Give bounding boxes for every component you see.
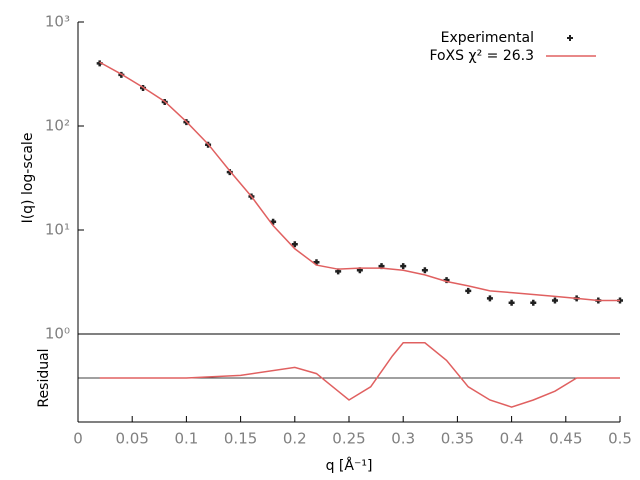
data-point [530, 299, 537, 306]
y-tick-label: 10³ [45, 13, 70, 31]
x-axis-label: q [Å⁻¹] [326, 457, 373, 474]
y-axis-label: I(q) log-scale [20, 133, 36, 224]
x-tick-label: 0.5 [608, 430, 632, 448]
y-tick-label: 10⁰ [45, 325, 70, 343]
x-tick-label: 0.2 [283, 430, 307, 448]
data-point [421, 267, 428, 274]
data-point [465, 287, 472, 294]
x-tick-label: 0.25 [332, 430, 365, 448]
legend-marker [567, 35, 573, 41]
y-tick-label: 10¹ [45, 221, 70, 239]
x-tick-label: 0.4 [500, 430, 524, 448]
x-tick-label: 0 [73, 430, 83, 448]
legend-label: Experimental [441, 30, 534, 46]
x-tick-label: 0.35 [441, 430, 474, 448]
x-tick-label: 0.3 [391, 430, 415, 448]
data-point [291, 241, 298, 248]
x-tick-label: 0.15 [224, 430, 257, 448]
fit-line [99, 61, 620, 302]
y-tick-label: 10² [45, 117, 70, 135]
fit-line [99, 342, 620, 408]
residual-axis-label: Residual [36, 348, 52, 407]
x-tick-label: 0.1 [174, 430, 198, 448]
data-point [400, 263, 407, 270]
data-point [508, 299, 515, 306]
x-tick-label: 0.05 [115, 430, 148, 448]
x-tick-label: 0.45 [549, 430, 582, 448]
data-point [551, 297, 558, 304]
legend-label: FoXS χ² = 26.3 [429, 48, 534, 64]
data-point [486, 295, 493, 302]
